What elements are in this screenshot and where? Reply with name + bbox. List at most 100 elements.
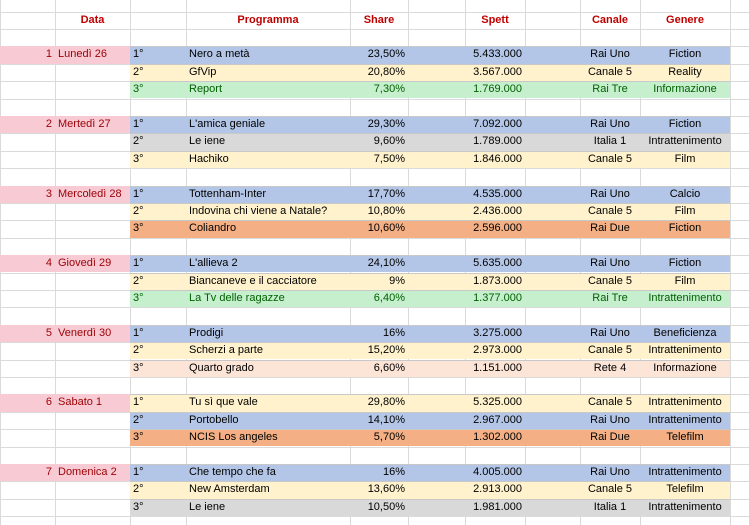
day-number: 6 xyxy=(45,396,52,409)
row-line xyxy=(0,446,749,448)
program: Report xyxy=(189,83,223,96)
date-fill xyxy=(0,115,130,134)
audience: 1.873.000 xyxy=(473,274,522,287)
day-number: 5 xyxy=(45,326,52,339)
column-header: Spett xyxy=(481,13,509,26)
rank: 3° xyxy=(133,291,144,304)
genre: Fiction xyxy=(668,257,702,270)
channel: Rai Uno xyxy=(590,465,630,478)
channel: Rai Due xyxy=(590,431,630,444)
program: Scherzi a parte xyxy=(189,344,263,357)
program: New Amsterdam xyxy=(189,483,270,496)
program: Portobello xyxy=(189,413,239,426)
share: 10,80% xyxy=(367,204,405,217)
row-line xyxy=(0,11,749,13)
genre: Intrattenimento xyxy=(648,500,722,513)
rank: 3° xyxy=(133,222,144,235)
share: 6,40% xyxy=(373,291,405,304)
genre: Informazione xyxy=(653,361,717,374)
row-fill xyxy=(130,115,730,134)
date-fill xyxy=(0,324,130,343)
genre: Intrattenimento xyxy=(648,135,722,148)
row-fill xyxy=(130,498,730,517)
row-fill xyxy=(130,185,730,203)
rank: 1° xyxy=(133,117,144,130)
share: 13,60% xyxy=(367,483,405,496)
genre: Intrattenimento xyxy=(648,396,722,409)
audience: 1.302.000 xyxy=(473,431,522,444)
row-fill xyxy=(130,46,730,64)
audience: 2.973.000 xyxy=(473,344,522,357)
rank: 2° xyxy=(133,413,144,426)
genre: Intrattenimento xyxy=(648,465,722,478)
genre: Intrattenimento xyxy=(648,344,722,357)
row-line xyxy=(0,516,749,518)
rank: 1° xyxy=(133,48,144,61)
channel: Rai Uno xyxy=(590,117,630,130)
row-fill xyxy=(130,342,730,360)
row-fill xyxy=(130,202,730,221)
share: 16% xyxy=(382,465,405,478)
day-name: Domenica 2 xyxy=(58,465,117,478)
audience: 2.967.000 xyxy=(473,413,522,426)
program: Quarto grado xyxy=(189,361,254,374)
date-fill xyxy=(0,46,130,64)
genre: Fiction xyxy=(668,222,702,235)
channel: Canale 5 xyxy=(587,396,633,409)
rank: 1° xyxy=(133,326,144,339)
program: Tottenham-Inter xyxy=(189,187,267,200)
share: 29,80% xyxy=(367,396,405,409)
channel: Canale 5 xyxy=(587,65,633,78)
audience: 1.151.000 xyxy=(473,361,522,374)
row-fill xyxy=(130,463,730,482)
rank: 3° xyxy=(133,500,144,513)
day-name: Venerdì 30 xyxy=(58,326,112,339)
row-fill xyxy=(130,255,730,273)
row-fill xyxy=(130,411,730,430)
row-line xyxy=(0,307,749,309)
row-fill xyxy=(130,63,730,82)
rank: 1° xyxy=(133,257,144,270)
day-name: Mertedì 27 xyxy=(58,117,111,130)
audience: 5.325.000 xyxy=(473,396,522,409)
genre: Fiction xyxy=(668,48,702,61)
genre: Film xyxy=(674,152,696,165)
rank: 2° xyxy=(133,483,144,496)
program: Tu sì que vale xyxy=(189,396,258,409)
channel: Rai Due xyxy=(590,222,630,235)
channel: Rai Uno xyxy=(590,413,630,426)
row-fill xyxy=(130,81,730,99)
audience: 5.635.000 xyxy=(473,257,522,270)
channel: Canale 5 xyxy=(587,483,633,496)
share: 5,70% xyxy=(373,431,405,444)
share: 24,10% xyxy=(367,257,405,270)
channel: Italia 1 xyxy=(593,500,627,513)
column-header: Canale xyxy=(591,13,629,26)
row-line xyxy=(0,98,749,100)
audience: 1.377.000 xyxy=(473,291,522,304)
row-fill xyxy=(130,429,730,447)
share: 23,50% xyxy=(367,48,405,61)
channel: Rai Tre xyxy=(592,83,628,96)
row-fill xyxy=(130,481,730,499)
share: 29,30% xyxy=(367,117,405,130)
genre: Film xyxy=(674,204,696,217)
row-fill xyxy=(130,133,730,151)
rank: 1° xyxy=(133,465,144,478)
column-header: Programma xyxy=(237,13,299,26)
channel: Canale 5 xyxy=(587,274,633,287)
program: Che tempo che fa xyxy=(189,465,276,478)
row-line xyxy=(0,376,749,378)
program: Biancaneve e il cacciatore xyxy=(189,274,317,287)
rank: 3° xyxy=(133,431,144,444)
rank: 2° xyxy=(133,65,144,78)
audience: 2.913.000 xyxy=(473,483,522,496)
column-header: Genere xyxy=(666,13,704,26)
audience: 3.567.000 xyxy=(473,65,522,78)
rank: 1° xyxy=(133,396,144,409)
column-line xyxy=(730,0,731,525)
rank: 2° xyxy=(133,135,144,148)
genre: Informazione xyxy=(653,83,717,96)
row-fill xyxy=(130,150,730,169)
audience: 4.535.000 xyxy=(473,187,522,200)
